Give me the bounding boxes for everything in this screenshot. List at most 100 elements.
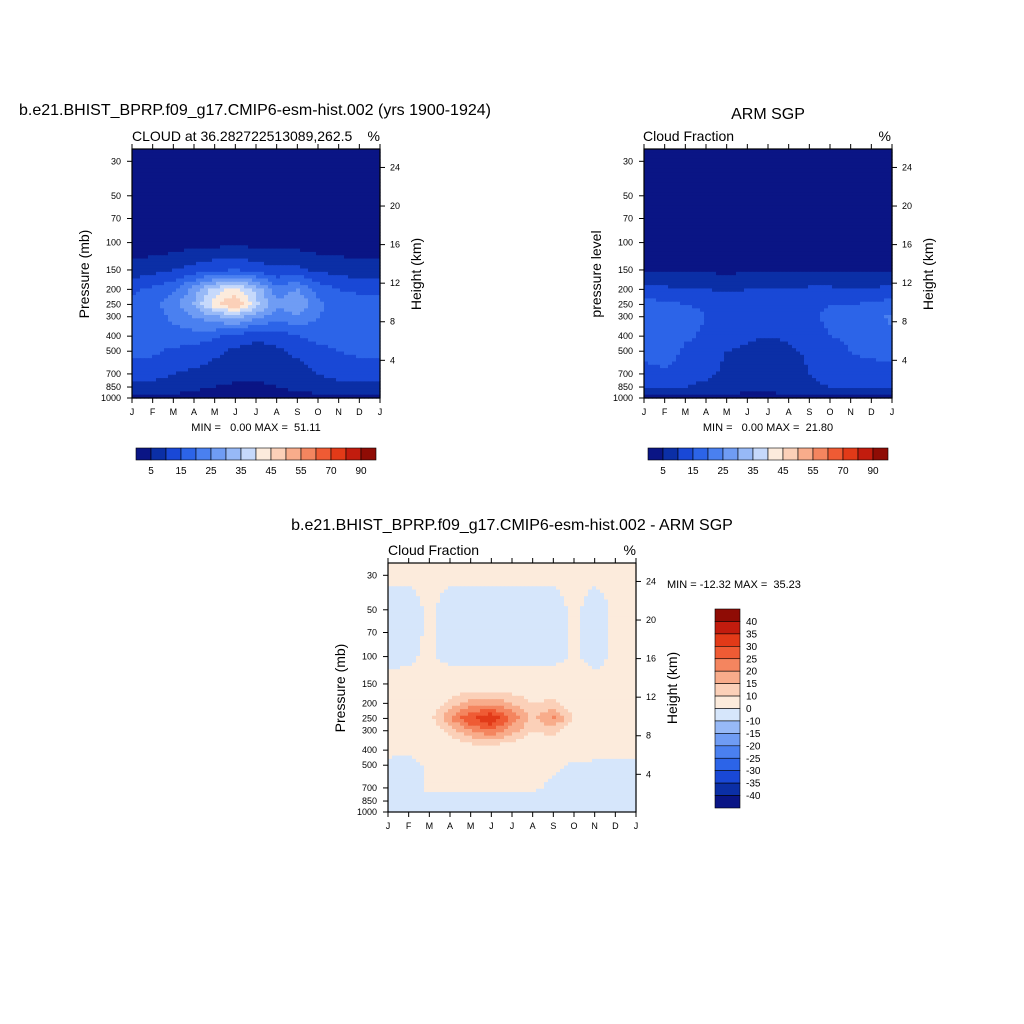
contour-cell <box>352 165 357 170</box>
contour-cell <box>252 215 257 220</box>
contour-cell <box>188 155 193 160</box>
contour-cell <box>216 228 221 233</box>
contour-cell <box>140 168 145 173</box>
contour-cell <box>308 172 313 177</box>
contour-cell <box>376 205 381 210</box>
contour-cell <box>228 255 233 260</box>
contour-cell <box>228 248 233 253</box>
contour-cell <box>168 155 173 160</box>
contour-cell <box>276 175 281 180</box>
contour-cell <box>320 261 325 266</box>
contour-cell <box>332 168 337 173</box>
y2-tick-label: 8 <box>390 317 395 327</box>
contour-cell <box>184 225 189 230</box>
contour-cell <box>228 192 233 197</box>
contour-cell <box>288 245 293 250</box>
contour-cell <box>236 248 241 253</box>
contour-cell <box>260 198 265 203</box>
contour-cell <box>376 212 381 216</box>
contour-cell <box>284 225 289 230</box>
contour-cell <box>308 278 313 283</box>
contour-cell <box>244 185 249 190</box>
contour-cell <box>320 228 325 233</box>
contour-cell <box>296 172 301 177</box>
contour-cell <box>356 271 361 276</box>
y-tick-label: 100 <box>106 238 121 248</box>
contour-cell <box>312 228 317 233</box>
contour-cell <box>212 222 217 226</box>
contour-cell <box>320 241 325 246</box>
contour-cell <box>196 155 201 160</box>
contour-cell <box>272 268 277 273</box>
contour-cell <box>336 218 341 223</box>
contour-cell <box>144 205 149 210</box>
contour-cell <box>164 255 169 260</box>
contour-cell <box>352 235 357 240</box>
panel1-plot: J F M A M J J A S O N D J305070100150200250300400500… <box>101 144 400 417</box>
contour-cell <box>348 245 353 250</box>
contour-cell <box>328 182 333 187</box>
contour-cell <box>224 271 229 276</box>
contour-cell <box>196 271 201 276</box>
contour-cell <box>360 222 365 226</box>
contour-cell <box>192 158 197 163</box>
contour-cell <box>324 238 329 243</box>
contour-cell <box>220 162 225 167</box>
contour-cell <box>328 215 333 220</box>
contour-cell <box>340 198 345 203</box>
contour-cell <box>316 232 321 236</box>
contour-cell <box>340 202 345 207</box>
contour-cell <box>260 162 265 167</box>
contour-cell <box>252 208 257 213</box>
contour-cell <box>212 188 217 193</box>
contour-cell <box>260 192 265 197</box>
contour-cell <box>164 178 169 183</box>
contour-cell <box>244 158 249 163</box>
contour-cell <box>356 235 361 240</box>
contour-cell <box>312 168 317 173</box>
contour-cell <box>216 275 221 280</box>
contour-cell <box>176 155 181 160</box>
contour-cell <box>344 261 349 266</box>
contour-cell <box>272 168 277 173</box>
contour-cell <box>248 175 253 180</box>
contour-cell <box>368 238 373 243</box>
contour-cell <box>272 228 277 233</box>
contour-cell <box>264 192 269 197</box>
contour-cell <box>216 225 221 230</box>
contour-cell <box>168 265 173 270</box>
contour-cell <box>216 158 221 163</box>
contour-cell <box>232 245 237 250</box>
contour-cell <box>236 222 241 226</box>
contour-cell <box>324 212 329 216</box>
contour-cell <box>376 162 381 167</box>
contour-cell <box>312 212 317 216</box>
contour-cell <box>344 165 349 170</box>
contour-cell <box>144 178 149 183</box>
contour-cell <box>136 185 141 190</box>
contour-cell <box>248 205 253 210</box>
contour-cell <box>200 195 205 200</box>
contour-cell <box>144 228 149 233</box>
contour-cell <box>320 202 325 207</box>
contour-cell <box>324 178 329 183</box>
contour-cell <box>344 198 349 203</box>
contour-cell <box>144 168 149 173</box>
contour-cell <box>184 255 189 260</box>
contour-cell <box>348 261 353 266</box>
contour-cell <box>156 195 161 200</box>
contour-cell <box>224 248 229 253</box>
contour-cell <box>148 225 153 230</box>
contour-cell <box>300 278 305 283</box>
contour-cell <box>180 268 185 273</box>
contour-cell <box>284 175 289 180</box>
contour-cell <box>204 202 209 207</box>
contour-cell <box>132 175 137 180</box>
contour-cell <box>320 149 325 153</box>
contour-cell <box>240 188 245 193</box>
contour-cell <box>292 215 297 220</box>
contour-cell <box>220 265 225 270</box>
contour-cell <box>284 182 289 187</box>
contour-cell <box>248 155 253 160</box>
contour-cell <box>200 198 205 203</box>
